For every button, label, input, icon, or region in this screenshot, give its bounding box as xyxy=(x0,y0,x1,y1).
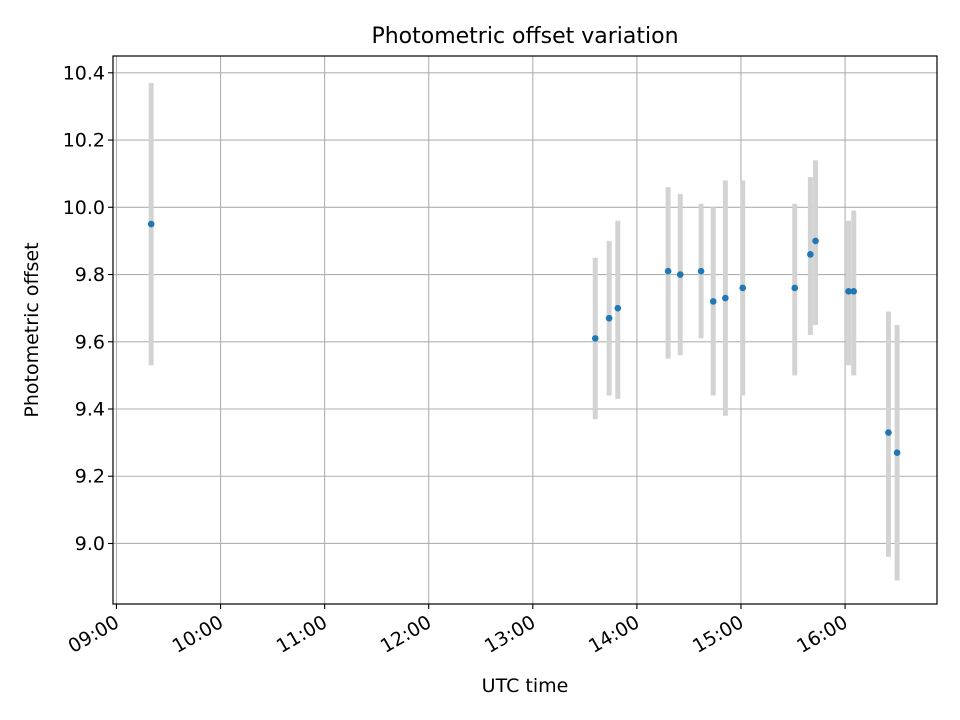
data-point xyxy=(791,284,799,292)
data-point xyxy=(709,298,717,305)
data-point xyxy=(147,220,155,228)
y-tick-label: 9.6 xyxy=(75,331,105,353)
data-point xyxy=(722,294,729,302)
y-tick-label: 9.2 xyxy=(75,466,105,488)
data-point xyxy=(893,449,901,457)
y-tick-label: 10.2 xyxy=(63,130,105,152)
data-point xyxy=(676,271,684,278)
y-axis-label: Photometric offset xyxy=(21,242,43,417)
plot-frame xyxy=(112,55,938,605)
data-point xyxy=(664,267,672,275)
data-point xyxy=(807,251,814,258)
data-point xyxy=(605,314,613,322)
chart-title: Photometric offset variation xyxy=(371,24,678,49)
data-point xyxy=(845,288,852,295)
data-point xyxy=(885,429,892,436)
point-layer xyxy=(147,220,901,457)
data-point xyxy=(812,237,819,245)
data-point xyxy=(739,284,747,292)
data-point xyxy=(850,288,858,295)
x-axis-label: UTC time xyxy=(482,675,569,697)
data-point xyxy=(697,267,705,275)
y-tick-label: 10.0 xyxy=(63,197,105,219)
y-tick-label: 9.4 xyxy=(75,399,105,421)
plot-area xyxy=(113,56,937,604)
y-tick-label: 10.4 xyxy=(63,62,105,84)
data-point xyxy=(591,335,599,342)
grid-layer xyxy=(113,56,937,604)
data-point xyxy=(614,304,622,312)
y-tick-label: 9.0 xyxy=(75,533,105,555)
y-tick-label: 9.8 xyxy=(75,264,105,286)
y-axis-ticks: 9.0 9.2 9.4 9.6 9.8 10.0 10.2 10.4 xyxy=(63,62,113,555)
